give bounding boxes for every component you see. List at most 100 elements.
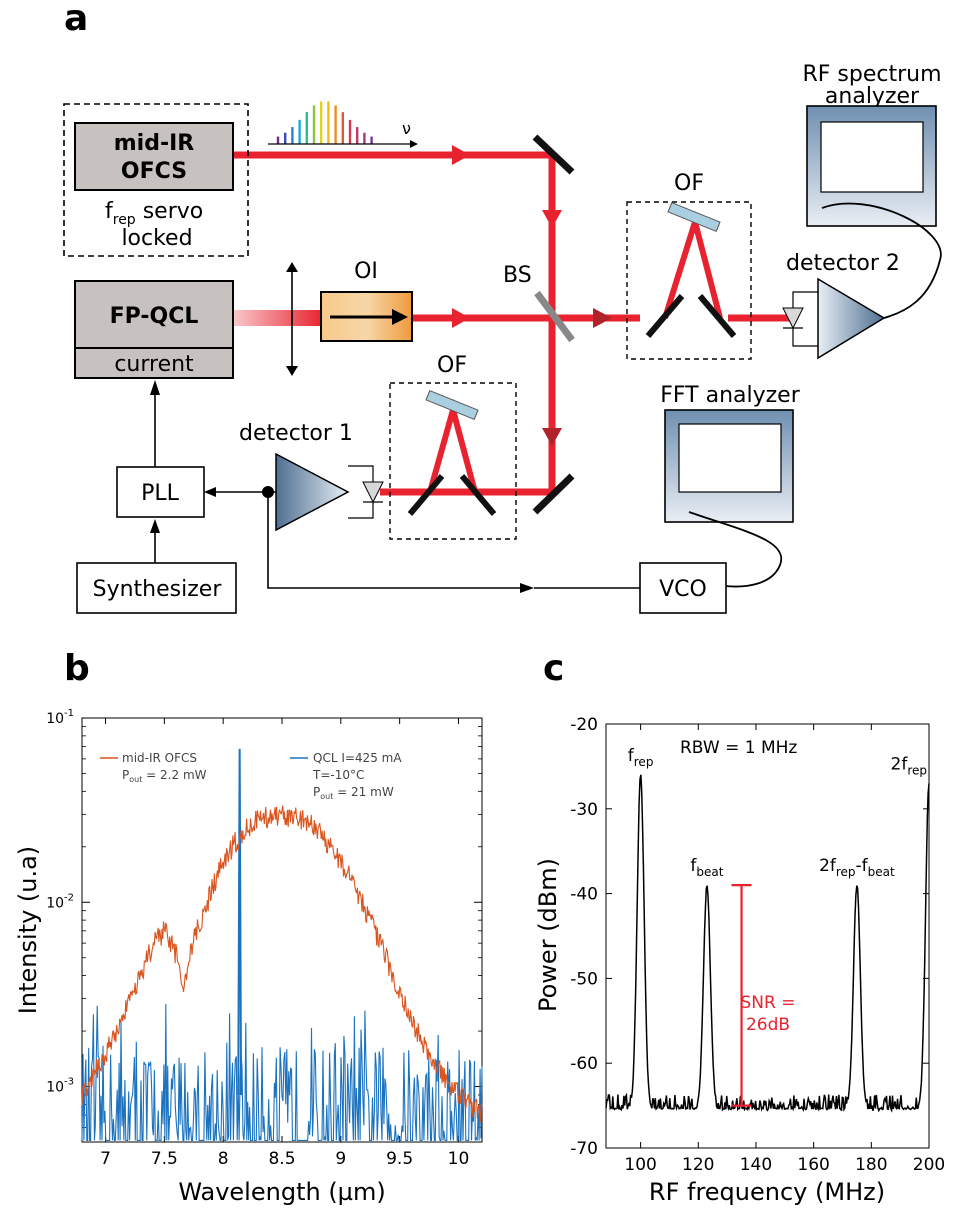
detector1-photodiode [362, 481, 384, 504]
current-label: current [114, 352, 194, 377]
y-tick-label-c: -70 [570, 1139, 598, 1159]
synthesizer-label: Synthesizer [93, 577, 223, 602]
panel-a-letter: a [64, 0, 88, 39]
fft-analyzer-label: FFT analyzer [660, 383, 800, 408]
panel-c-letter: c [543, 648, 564, 689]
rf-analyzer-label-2: analyzer [825, 84, 920, 109]
filter-top-grating [667, 201, 721, 233]
panel-c-chart: 100 120 140 160 180 200 -20 -30 -40 -50 -60 -70 fre… [534, 715, 945, 1206]
y-axis-label-c: Power (dBm) [534, 858, 562, 1012]
x-axis-label-c: RF frequency (MHz) [649, 1178, 885, 1206]
vco-label: VCO [659, 577, 707, 602]
filter-top-mirror-right [697, 294, 737, 338]
fp-qcl-box [74, 280, 234, 349]
x-tick-label-c: 120 [682, 1155, 714, 1175]
of-bottom-label: OF [437, 353, 467, 378]
rf-spectrum-series [605, 774, 930, 1113]
rf-cable [821, 202, 942, 319]
oi-label: OI [354, 259, 378, 284]
qcl-peak-series [237, 748, 243, 1095]
filter-bottom-grating [425, 389, 479, 421]
bs-label: BS [503, 263, 532, 288]
fft-analyzer-screen [678, 423, 782, 493]
x-tick-label-b: 8.5 [268, 1149, 295, 1169]
vco-box [639, 562, 727, 614]
snr-label-1: SNR = [741, 993, 796, 1013]
fft-cable [688, 511, 783, 588]
rf-analyzer-label-1: RF spectrum [802, 62, 941, 87]
detector2-amplifier [817, 277, 886, 360]
panel-b-chart: 7 7.5 8 8.5 9 9.5 10 10-1 10-2 10-3 mid-IR OFCS P… [14, 708, 483, 1206]
y-tick-label-b: 10-1 [46, 708, 74, 727]
x-tick-label-c: 200 [913, 1155, 945, 1175]
rbw-label: RBW = 1 MHz [680, 738, 797, 758]
fp-qcl-output-beam [233, 310, 323, 326]
y-tick-label-c: -40 [570, 885, 598, 905]
lens-arrow-bottom [286, 366, 298, 376]
detector1-amplifier [275, 452, 350, 532]
x-tick-label-b: 7 [100, 1149, 111, 1169]
legend-qcl-power: Pout = 21 mW [313, 785, 394, 801]
x-tick-label-b: 9 [335, 1149, 346, 1169]
detector2-photodiode [782, 307, 804, 330]
beam-arrow [542, 210, 562, 228]
ofcs-box [74, 122, 234, 191]
x-tick-label-b: 7.5 [151, 1149, 178, 1169]
y-tick-label-c: -50 [570, 969, 598, 989]
rf-analyzer-screen [820, 121, 924, 193]
y-tick-label-c: -30 [570, 800, 598, 820]
x-tick-label-c: 160 [797, 1155, 829, 1175]
mirror [532, 473, 575, 515]
nu-axis-arrow [410, 140, 418, 148]
pll-box [116, 466, 205, 518]
peak-label: 2frep [891, 754, 927, 777]
det1-to-vco-wire [267, 492, 530, 589]
of-top-label: OF [674, 171, 704, 196]
ofcs-label-2: OFCS [121, 159, 187, 184]
x-tick-label-c: 100 [624, 1155, 656, 1175]
det1-to-pll-arrow [204, 487, 216, 497]
nu-label: ν [402, 119, 411, 138]
qcl-noise-series [81, 1003, 483, 1141]
x-tick-label-b: 8 [218, 1149, 229, 1169]
plot-frame-c [605, 723, 930, 1149]
isolator-arrowhead [392, 309, 408, 325]
legend-ofcs-name: mid-IR OFCS [122, 751, 197, 765]
y-axis-label-b: Intensity (u.a) [14, 846, 42, 1014]
legend-ofcs-power: Pout = 2.2 mW [122, 768, 207, 784]
ofcs-label-1: mid-IR [114, 131, 195, 156]
synthesizer-box [76, 562, 237, 614]
optical-filter-bottom [389, 382, 517, 540]
detector2-label: detector 2 [786, 251, 900, 276]
x-tick-label-c: 180 [855, 1155, 887, 1175]
beam-splitter [534, 290, 575, 343]
x-tick-label-b: 10 [448, 1149, 470, 1169]
current-box [74, 347, 234, 379]
ofcs-servo-frame [63, 103, 249, 257]
panel-b-letter: b [64, 648, 90, 689]
peak-label: 2frep-fbeat [819, 856, 895, 879]
y-tick-label-b: 10-2 [46, 892, 74, 911]
filter-bottom-mirror-left [407, 474, 445, 516]
legend-qcl-name: QCL I=425 mA [313, 751, 402, 765]
servo-label: frep servo [105, 199, 203, 228]
x-axis-label-b: Wavelength (µm) [178, 1178, 385, 1206]
fp-qcl-label: FP-QCL [110, 304, 199, 329]
legend-qcl-temp: T=-10°C [312, 768, 364, 782]
beam-arrow [542, 428, 562, 446]
x-tick-label-c: 140 [740, 1155, 772, 1175]
mirror [532, 134, 575, 175]
peak-label: fbeat [690, 856, 723, 879]
servo-locked-label: locked [121, 226, 192, 251]
y-tick-label-c: -60 [570, 1054, 598, 1074]
pll-label: PLL [141, 481, 180, 506]
detector1-label: detector 1 [239, 421, 353, 446]
y-tick-label-b: 10-3 [46, 1077, 74, 1096]
synth-to-pll-arrow [150, 519, 160, 533]
beam-arrow [452, 145, 470, 165]
lens-arrow-top [286, 262, 298, 272]
beam-arrow [452, 308, 470, 328]
filter-bottom-mirror-right [459, 474, 497, 516]
snr-label-2: 26dB [746, 1015, 790, 1035]
